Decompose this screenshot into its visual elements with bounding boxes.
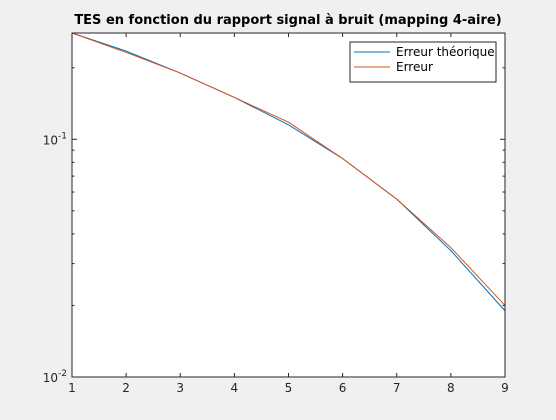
x-tick-label: 1 bbox=[68, 381, 76, 395]
x-tick-label: 8 bbox=[447, 381, 455, 395]
plot-area bbox=[72, 33, 505, 377]
series-line-1 bbox=[71, 32, 506, 312]
legend-box bbox=[349, 41, 497, 83]
plot-frame bbox=[71, 32, 506, 378]
ticks-layer: 1 2 3 4 5 6 7 8 9 10-2 10-1 bbox=[43, 33, 509, 395]
x-tick-label: 2 bbox=[122, 381, 130, 395]
x-tick-label: 6 bbox=[339, 381, 347, 395]
series-line-2 bbox=[71, 32, 506, 306]
legend-label-1: Erreur théorique bbox=[396, 45, 495, 59]
x-tick-label: 9 bbox=[501, 381, 509, 395]
y-tick-label: 10-1 bbox=[43, 131, 67, 147]
x-tick-label: 7 bbox=[393, 381, 401, 395]
y-tick-label: 10-2 bbox=[43, 369, 67, 385]
x-tick-label: 3 bbox=[176, 381, 184, 395]
series-layer bbox=[71, 32, 506, 312]
x-tick-label: 5 bbox=[285, 381, 293, 395]
legend-label-2: Erreur bbox=[396, 60, 433, 74]
chart-title: TES en fonction du rapport signal à brui… bbox=[74, 13, 501, 28]
x-tick-label: 4 bbox=[231, 381, 239, 395]
